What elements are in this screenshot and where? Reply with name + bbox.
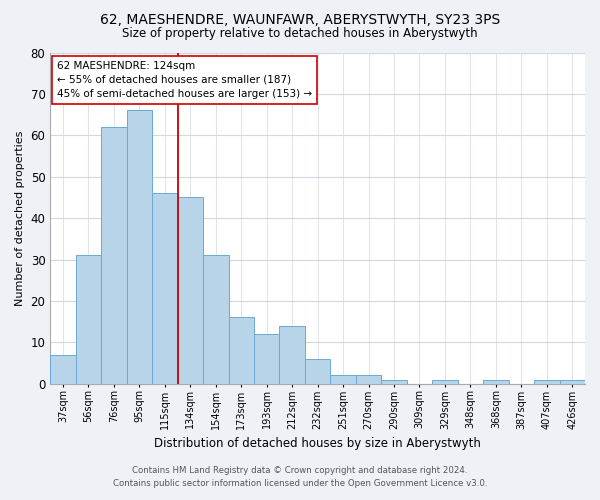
Bar [101,127,127,384]
Bar [305,359,331,384]
Bar [178,198,203,384]
Text: Size of property relative to detached houses in Aberystwyth: Size of property relative to detached ho… [122,28,478,40]
Text: Contains HM Land Registry data © Crown copyright and database right 2024.
Contai: Contains HM Land Registry data © Crown c… [113,466,487,487]
Bar [280,326,305,384]
Bar [229,318,254,384]
X-axis label: Distribution of detached houses by size in Aberystwyth: Distribution of detached houses by size … [154,437,481,450]
Bar [382,380,407,384]
Bar [356,376,382,384]
Bar [76,256,101,384]
Text: 62, MAESHENDRE, WAUNFAWR, ABERYSTWYTH, SY23 3PS: 62, MAESHENDRE, WAUNFAWR, ABERYSTWYTH, S… [100,12,500,26]
Bar [203,256,229,384]
Bar [483,380,509,384]
Bar [331,376,356,384]
Bar [50,355,76,384]
Bar [560,380,585,384]
Bar [254,334,280,384]
Bar [152,194,178,384]
Y-axis label: Number of detached properties: Number of detached properties [15,130,25,306]
Bar [432,380,458,384]
Bar [127,110,152,384]
Text: 62 MAESHENDRE: 124sqm
← 55% of detached houses are smaller (187)
45% of semi-det: 62 MAESHENDRE: 124sqm ← 55% of detached … [57,61,312,99]
Bar [534,380,560,384]
